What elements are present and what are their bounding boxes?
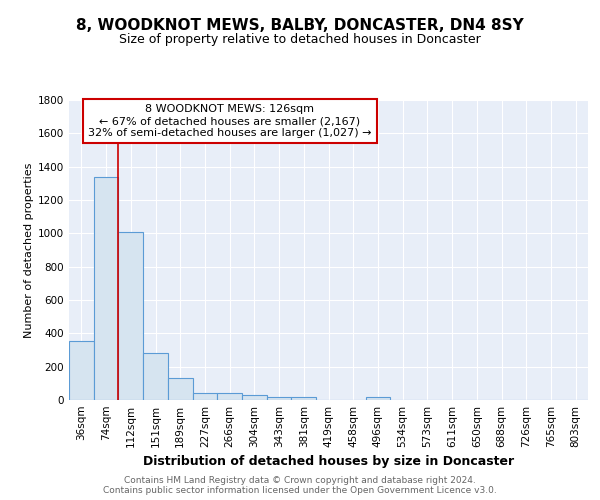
Text: Contains HM Land Registry data © Crown copyright and database right 2024.
Contai: Contains HM Land Registry data © Crown c…	[103, 476, 497, 495]
Bar	[69, 341, 94, 400]
Bar	[118, 232, 143, 400]
Y-axis label: Number of detached properties: Number of detached properties	[24, 162, 34, 338]
X-axis label: Distribution of detached houses by size in Doncaster: Distribution of detached houses by size …	[143, 456, 514, 468]
Text: 8 WOODKNOT MEWS: 126sqm
← 67% of detached houses are smaller (2,167)
32% of semi: 8 WOODKNOT MEWS: 126sqm ← 67% of detache…	[88, 104, 371, 138]
Bar	[365, 397, 390, 400]
Bar	[267, 397, 292, 400]
Text: 8, WOODKNOT MEWS, BALBY, DONCASTER, DN4 8SY: 8, WOODKNOT MEWS, BALBY, DONCASTER, DN4 …	[76, 18, 524, 32]
Bar	[242, 395, 267, 400]
Bar	[168, 378, 193, 400]
Bar	[217, 393, 242, 400]
Bar	[143, 352, 168, 400]
Text: Size of property relative to detached houses in Doncaster: Size of property relative to detached ho…	[119, 32, 481, 46]
Bar	[292, 397, 316, 400]
Bar	[94, 176, 118, 400]
Bar	[193, 393, 217, 400]
